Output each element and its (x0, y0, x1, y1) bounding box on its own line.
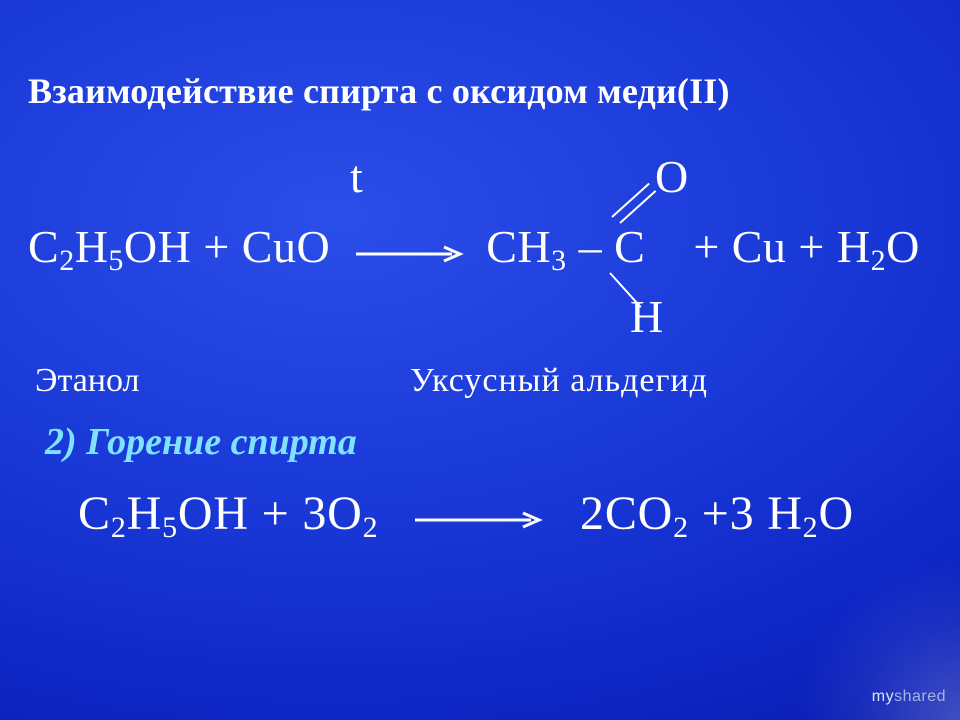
eq2-b: Н (127, 487, 162, 540)
eq2-c: ОН + 3О (178, 487, 363, 540)
eq2-rhs-b-sub: 2 (803, 511, 819, 544)
arrow-2 (415, 486, 543, 541)
point-2-heading: 2) Горение спирта (45, 420, 357, 464)
watermark: myshared (872, 688, 946, 706)
eq1-rhs-c: + Сu + Н (645, 221, 870, 272)
eq2-rhs-a-sub: 2 (673, 511, 689, 544)
equation-1: С2Н5ОН + СuO СН3 – С + Сu + Н2О (28, 220, 920, 282)
eq1-rhs-a: СН (486, 221, 551, 272)
slide-heading: Взаимодействие спирта с оксидом меди(II) (28, 70, 730, 112)
eq1-lhs-c: ОН + СuO (124, 221, 330, 272)
eq1-rhs: СН3 – С + Сu + Н2О (486, 221, 920, 272)
aldehyde-hydrogen: Н (630, 290, 663, 343)
bond-c-o-2 (619, 190, 656, 224)
eq1-lhs-a: С (28, 221, 59, 272)
temperature-letter: t (350, 150, 363, 203)
eq2-a: С (78, 487, 111, 540)
eq1-rhs-d: О (886, 221, 920, 272)
aldehyde-oxygen: O (655, 150, 688, 203)
watermark-shared: shared (894, 688, 946, 705)
eq1-rhs-c-sub: 2 (871, 244, 887, 277)
equation-2: С2Н5ОН + 3О2 2СО2 +3 Н2О (78, 486, 854, 549)
slide: Взаимодействие спирта с оксидом меди(II)… (0, 0, 960, 720)
eq1-rhs-a-sub: 3 (551, 244, 567, 277)
eq2-rhs-b: +3 Н (689, 487, 803, 540)
watermark-my: my (872, 688, 894, 705)
eq1-lhs-b-sub: 5 (108, 244, 124, 277)
eq2-b-sub: 5 (162, 511, 178, 544)
eq1-lhs-b: Н (75, 221, 109, 272)
eq2-rhs-a: 2СО (580, 487, 673, 540)
eq1-rhs-b: – С (567, 221, 646, 272)
eq2-c-sub: 2 (363, 511, 379, 544)
eq2-a-sub: 2 (111, 511, 127, 544)
arrow-1 (356, 221, 464, 274)
eq2-rhs-c: О (818, 487, 853, 540)
label-acetaldehyde: Уксусный альдегид (410, 362, 708, 400)
eq1-lhs: С2Н5ОН + СuO (28, 221, 342, 272)
label-ethanol: Этанол (35, 362, 140, 400)
eq1-lhs-a-sub: 2 (59, 244, 75, 277)
